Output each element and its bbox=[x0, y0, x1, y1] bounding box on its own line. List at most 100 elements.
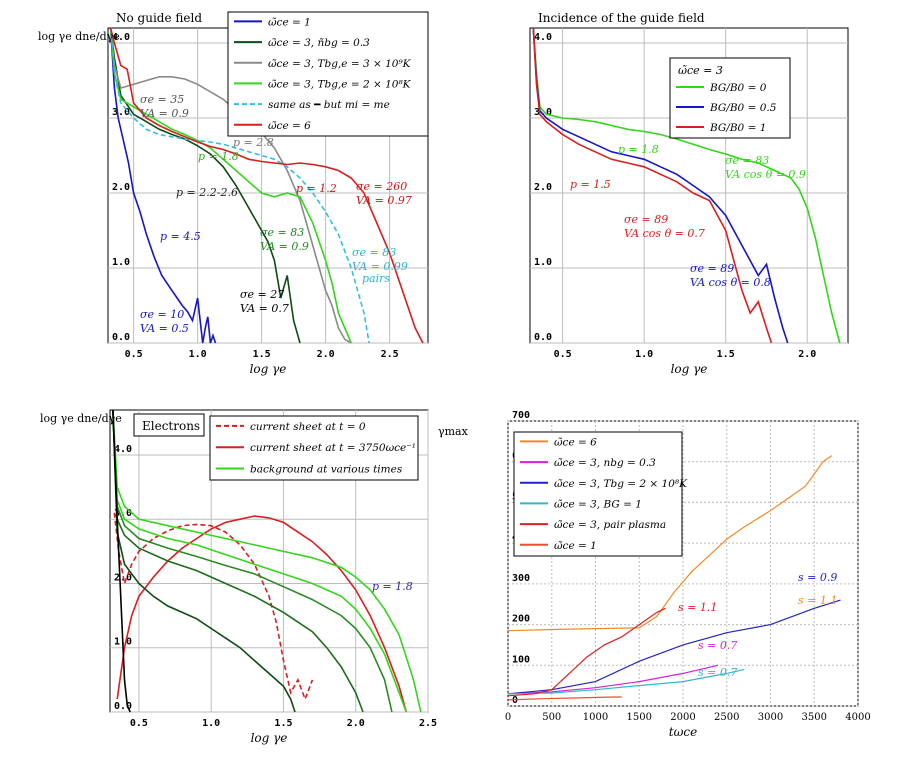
annotation: σe = 260 bbox=[356, 180, 407, 193]
x-tick-label: 4000 bbox=[845, 712, 870, 723]
annotation: σe = 89 bbox=[624, 213, 668, 226]
legend-entry: ω̃ce = 3, Tbg = 2 × 10⁸K bbox=[554, 478, 688, 490]
annotation: VA cos θ = 0.8 bbox=[690, 276, 771, 289]
annotation: VA = 0.99 bbox=[352, 260, 408, 273]
legend-entry: current sheet at t = 3750ωce⁻¹ bbox=[250, 442, 416, 454]
annotation: p = 2.8 bbox=[233, 136, 274, 149]
chart-title: No guide field bbox=[116, 11, 202, 25]
annotation: p = 4.5 bbox=[160, 230, 201, 243]
annotation: pairs bbox=[362, 272, 390, 285]
annotation: s = 0.9 bbox=[798, 571, 837, 584]
series-line bbox=[507, 696, 622, 701]
series-line bbox=[112, 409, 364, 713]
series-line bbox=[109, 27, 217, 344]
x-tick-label: 1000 bbox=[583, 712, 608, 723]
legend-entry: current sheet at t = 0 bbox=[250, 421, 366, 433]
x-tick-label: 1.5 bbox=[274, 718, 292, 729]
x-tick-label: 1.5 bbox=[717, 349, 735, 360]
y-axis-label: log γe dne/dγe bbox=[38, 30, 120, 43]
series-line bbox=[109, 27, 301, 344]
x-tick-label: 0.5 bbox=[125, 349, 143, 360]
y-tick-label: 100 bbox=[512, 654, 530, 665]
legend-entry: BG/B0 = 0.5 bbox=[709, 102, 777, 114]
x-tick-label: 2.0 bbox=[317, 349, 335, 360]
series-line bbox=[112, 409, 393, 713]
panel-no-guide-field: 0.5 1.0 1.5 2.0 2.5 0.0 1.0 2.0 3.0 4.0 No guide f… bbox=[38, 11, 429, 376]
annotation: s = 0.7 bbox=[698, 666, 737, 679]
x-tick-label: 2000 bbox=[670, 712, 695, 723]
series-line bbox=[112, 409, 131, 713]
annotation: σe = 83 bbox=[352, 246, 396, 259]
annotation: σe = 83 bbox=[725, 154, 769, 167]
annotation: p = 2.2-2.6 bbox=[176, 186, 238, 199]
annotation: p = 1.5 bbox=[570, 178, 611, 191]
annotation: p = 1.8 bbox=[198, 150, 239, 163]
series-line bbox=[109, 27, 424, 344]
chart-title: Incidence of the guide field bbox=[538, 11, 705, 25]
legend-entry: ω̃ce = 3, Tbg,e = 3 × 10⁹K bbox=[268, 58, 412, 70]
annotation: s = 1.1 bbox=[798, 594, 837, 607]
legend-box bbox=[209, 415, 419, 481]
panel-guide-field: 0.5 1.0 1.5 2.0 0.0 1.0 2.0 3.0 4.0 Incidence of … bbox=[529, 11, 849, 376]
annotation: σe = 83 bbox=[260, 226, 304, 239]
x-tick-label: 1.0 bbox=[635, 349, 653, 360]
x-tick-label: 3500 bbox=[802, 712, 827, 723]
x-tick-label: 1.5 bbox=[253, 349, 271, 360]
legend-entry: ω̃ce = 3, Tbg,e = 2 × 10⁸K bbox=[268, 78, 412, 90]
legend-entry: BG/B0 = 1 bbox=[709, 122, 766, 134]
annotation: σe = 27 bbox=[240, 288, 284, 301]
y-tick-label: 4.0 bbox=[534, 32, 552, 43]
y-tick-label: 2.0 bbox=[534, 182, 552, 193]
legend-entry: same as ━ but mi = me bbox=[268, 99, 390, 111]
y-tick-label: 0.0 bbox=[114, 701, 132, 712]
legend-entry: ω̃ce = 3, pair plasma bbox=[554, 519, 666, 531]
legend-box bbox=[669, 57, 791, 139]
legend-entry: ω̃ce = 6 bbox=[554, 436, 597, 448]
y-tick-label: 700 bbox=[512, 410, 530, 421]
y-tick-label: 3.0 bbox=[112, 107, 130, 118]
x-axis-label: log γe bbox=[250, 362, 287, 376]
legend-entry: ω̃ce = 3, BG = 1 bbox=[554, 498, 642, 510]
y-tick-label: 1.0 bbox=[534, 257, 552, 268]
annotation: VA cos θ = 0.7 bbox=[624, 227, 705, 240]
x-tick-label: 0.5 bbox=[554, 349, 572, 360]
x-tick-label: 0 bbox=[505, 712, 511, 723]
x-tick-label: 2.5 bbox=[381, 349, 399, 360]
annotation: s = 0.7 bbox=[698, 639, 737, 652]
x-tick-label: 500 bbox=[542, 712, 561, 723]
annotation: VA = 0.7 bbox=[240, 302, 289, 315]
series-line bbox=[532, 27, 789, 344]
y-axis-label: γmax bbox=[438, 425, 469, 438]
x-tick-label: 2.5 bbox=[419, 718, 437, 729]
x-tick-label: 1.0 bbox=[202, 718, 220, 729]
y-tick-label: 2.0 bbox=[112, 182, 130, 193]
x-tick-label: 1.0 bbox=[189, 349, 207, 360]
y-tick-label: 0.0 bbox=[112, 332, 130, 343]
y-tick-label: 4.0 bbox=[114, 444, 132, 455]
legend-entry: ω̃ce = 3, ñbg = 0.3 bbox=[268, 37, 370, 49]
y-tick-label: 300 bbox=[512, 573, 530, 584]
series-line bbox=[113, 512, 314, 702]
legend-box bbox=[513, 431, 683, 557]
series-line bbox=[507, 455, 833, 632]
legend-title: ω̃ce = 3 bbox=[678, 64, 723, 77]
annotation: VA cos θ = 0.9 bbox=[725, 168, 806, 181]
annotation: s = 1.1 bbox=[678, 601, 717, 614]
x-tick-label: 2.0 bbox=[347, 718, 365, 729]
y-tick-label: 1.0 bbox=[112, 257, 130, 268]
annotation: VA = 0.97 bbox=[356, 194, 412, 207]
series-line bbox=[112, 409, 296, 713]
annotation: p = 1.8 bbox=[372, 580, 413, 593]
annotation: VA = 0.5 bbox=[140, 322, 189, 335]
x-tick-label: 3000 bbox=[758, 712, 783, 723]
series-line bbox=[507, 664, 719, 695]
series-line bbox=[109, 27, 370, 344]
series-line bbox=[112, 409, 408, 713]
annotation: VA = 0.9 bbox=[260, 240, 309, 253]
x-tick-label: 2.0 bbox=[798, 349, 816, 360]
y-tick-label: 200 bbox=[512, 614, 530, 625]
electrons-label: Electrons bbox=[142, 419, 200, 433]
series-line bbox=[532, 27, 773, 344]
